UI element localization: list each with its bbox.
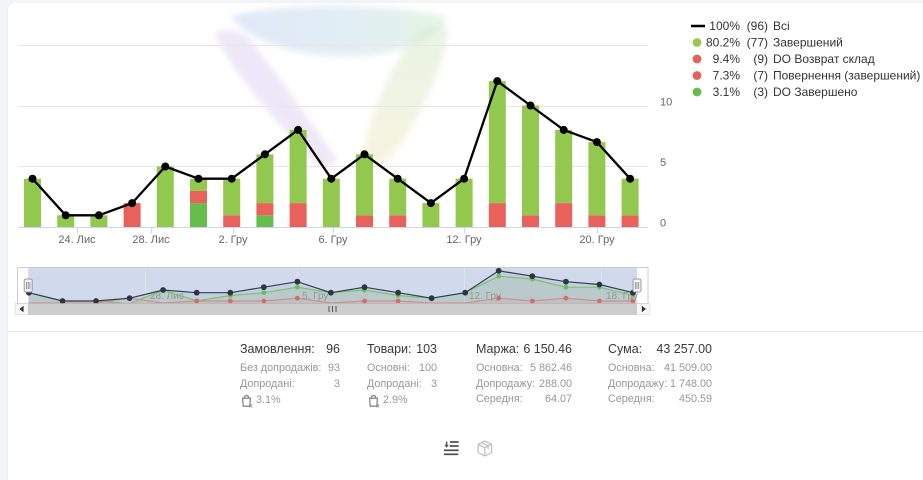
svg-text:x: x bbox=[249, 402, 253, 408]
svg-text:5. Гру: 5. Гру bbox=[302, 291, 328, 302]
svg-text:12. Гру: 12. Гру bbox=[469, 291, 501, 302]
svg-text:9.4%: 9.4% bbox=[713, 52, 741, 66]
svg-text:3.1%: 3.1% bbox=[713, 85, 741, 99]
svg-text:(77): (77) bbox=[747, 36, 768, 50]
svg-text:(9): (9) bbox=[753, 52, 768, 66]
svg-text:x: x bbox=[376, 402, 380, 408]
svg-text:24. Лис: 24. Лис bbox=[58, 234, 96, 246]
svg-text:5: 5 bbox=[660, 157, 666, 169]
svg-text:6. Гру: 6. Гру bbox=[318, 234, 348, 246]
svg-text:DO Завершено: DO Завершено bbox=[773, 85, 858, 99]
svg-text:28. Лис: 28. Лис bbox=[132, 234, 170, 246]
svg-text:100%: 100% bbox=[709, 19, 740, 33]
svg-text:2. Гру: 2. Гру bbox=[218, 234, 248, 246]
svg-text:(96): (96) bbox=[747, 19, 768, 33]
svg-text:(3): (3) bbox=[753, 85, 768, 99]
svg-text:10: 10 bbox=[660, 97, 672, 109]
svg-text:28. Лис: 28. Лис bbox=[150, 291, 184, 302]
svg-text:7.3%: 7.3% bbox=[713, 69, 741, 83]
svg-text:12. Гру: 12. Гру bbox=[446, 234, 482, 246]
svg-text:(7): (7) bbox=[753, 69, 768, 83]
svg-text:DO Возврат склад: DO Возврат склад bbox=[773, 52, 875, 66]
svg-text:Завершений: Завершений bbox=[773, 36, 843, 50]
svg-text:0: 0 bbox=[660, 218, 666, 230]
svg-text:Повернення (завершений): Повернення (завершений) bbox=[773, 69, 920, 83]
svg-text:20. Гру: 20. Гру bbox=[579, 234, 615, 246]
svg-text:80.2%: 80.2% bbox=[706, 36, 740, 50]
svg-text:18. Гру: 18. Гру bbox=[606, 291, 638, 302]
svg-text:Всі: Всі bbox=[773, 19, 790, 33]
